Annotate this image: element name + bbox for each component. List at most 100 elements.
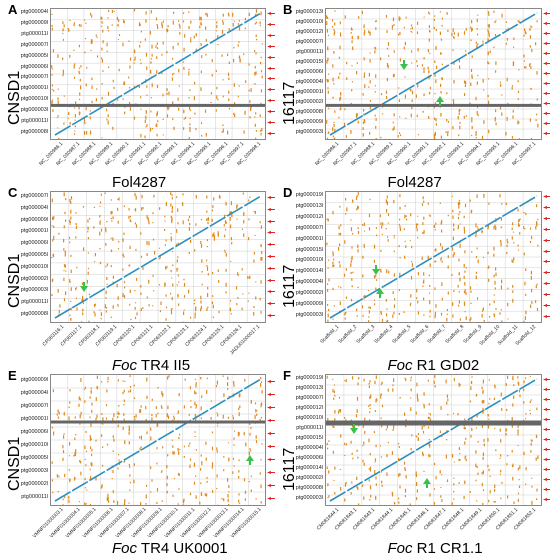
repeat-dot — [179, 449, 180, 450]
repeat-dot — [134, 51, 135, 53]
repeat-dot — [328, 35, 329, 36]
repeat-dot — [161, 407, 162, 409]
repeat-dot — [183, 111, 184, 113]
repeat-dot — [178, 20, 179, 21]
repeat-dot — [212, 432, 213, 434]
ref-genus: Foc — [388, 357, 413, 374]
repeat-dot — [340, 409, 341, 413]
repeat-dot — [207, 239, 208, 241]
repeat-dot — [434, 118, 435, 120]
repeat-dot — [501, 309, 502, 310]
repeat-dot — [477, 248, 478, 250]
repeat-dot — [205, 493, 206, 496]
repeat-dot — [217, 414, 218, 417]
repeat-dot — [375, 126, 376, 129]
repeat-dot — [103, 40, 104, 43]
repeat-dot — [136, 224, 137, 228]
repeat-dot — [476, 97, 477, 100]
repeat-dot — [351, 65, 352, 66]
ref-strain: R1 GD02 — [413, 357, 480, 374]
repeat-dot — [362, 224, 363, 226]
red-arrow-icon — [267, 432, 275, 435]
repeat-dot — [454, 462, 455, 463]
repeat-dot — [212, 462, 213, 466]
repeat-dot — [334, 31, 335, 34]
repeat-dot — [256, 35, 257, 37]
repeat-dot — [460, 245, 461, 247]
repeat-dot — [105, 243, 106, 246]
repeat-dot — [459, 291, 460, 292]
repeat-dot — [167, 483, 168, 486]
repeat-dot — [363, 442, 364, 445]
repeat-dot — [429, 439, 430, 440]
repeat-dot — [447, 12, 448, 15]
repeat-dot — [166, 240, 167, 242]
repeat-dot — [417, 489, 418, 492]
repeat-dot — [459, 211, 460, 213]
repeat-dot — [94, 313, 95, 317]
repeat-dot — [518, 122, 519, 124]
repeat-dot — [107, 17, 108, 18]
repeat-dot — [537, 284, 538, 286]
repeat-dot — [471, 210, 472, 213]
repeat-dot — [178, 304, 179, 306]
repeat-dot — [423, 272, 424, 276]
repeat-dot — [221, 55, 222, 57]
repeat-dot — [212, 490, 213, 493]
repeat-dot — [146, 431, 147, 434]
repeat-dot — [369, 411, 370, 413]
repeat-dot — [148, 241, 149, 245]
repeat-dot — [394, 113, 395, 116]
repeat-dot — [471, 74, 472, 77]
repeat-dot — [164, 283, 165, 287]
repeat-dot — [368, 316, 369, 317]
repeat-dot — [446, 455, 447, 459]
repeat-dot — [58, 101, 59, 104]
repeat-dot — [144, 136, 145, 139]
repeat-dot — [352, 47, 353, 51]
repeat-dot — [441, 282, 442, 286]
repeat-dot — [52, 199, 53, 203]
repeat-dot — [237, 297, 238, 299]
red-arrow-icon — [543, 102, 550, 105]
repeat-dot — [375, 275, 376, 278]
repeat-dot — [394, 502, 395, 504]
repeat-dot — [74, 131, 75, 132]
repeat-dot — [452, 302, 453, 306]
repeat-dot — [512, 417, 513, 421]
repeat-dot — [440, 11, 441, 12]
repeat-dot — [64, 24, 65, 27]
repeat-dot — [107, 494, 108, 498]
repeat-dot — [150, 111, 151, 113]
repeat-dot — [357, 409, 358, 413]
repeat-dot — [499, 194, 500, 197]
repeat-dot — [464, 419, 465, 421]
repeat-dot — [452, 210, 453, 213]
repeat-dot — [200, 43, 201, 44]
repeat-dot — [79, 24, 80, 26]
repeat-dot — [230, 300, 231, 301]
repeat-dot — [86, 503, 87, 505]
repeat-dot — [139, 45, 140, 48]
repeat-dot — [368, 290, 369, 291]
repeat-dot — [216, 488, 217, 489]
red-arrow-icon — [543, 388, 550, 391]
repeat-dot — [448, 215, 449, 216]
repeat-dot — [212, 272, 213, 274]
repeat-dot — [447, 314, 448, 315]
red-arrow-icon — [543, 260, 550, 263]
repeat-dot — [236, 219, 237, 220]
repeat-dot — [102, 59, 103, 63]
repeat-dot — [429, 25, 430, 28]
repeat-dot — [166, 51, 167, 53]
repeat-dot — [393, 378, 394, 382]
repeat-dot — [346, 207, 347, 211]
repeat-dot — [118, 413, 119, 415]
repeat-dot — [261, 311, 262, 314]
repeat-dot — [111, 238, 112, 239]
repeat-dot — [85, 459, 86, 460]
repeat-dot — [327, 304, 328, 306]
red-arrow-icon — [267, 279, 275, 282]
repeat-dot — [244, 130, 245, 133]
repeat-dot — [513, 62, 514, 66]
